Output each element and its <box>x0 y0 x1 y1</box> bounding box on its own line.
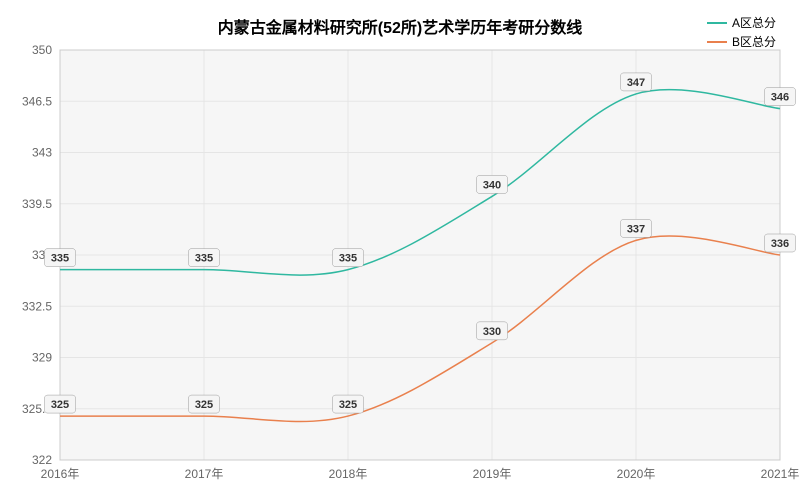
svg-text:325: 325 <box>339 399 357 411</box>
svg-text:322: 322 <box>32 453 52 467</box>
svg-text:335: 335 <box>195 253 213 265</box>
svg-text:2018年: 2018年 <box>329 467 368 481</box>
svg-text:336: 336 <box>771 238 789 250</box>
svg-text:335: 335 <box>339 253 357 265</box>
chart-container: 内蒙古金属材料研究所(52所)艺术学历年考研分数线 A区总分B区总分 32232… <box>0 0 800 500</box>
svg-text:325: 325 <box>195 399 213 411</box>
svg-text:2016年: 2016年 <box>41 467 80 481</box>
svg-text:350: 350 <box>32 43 52 57</box>
svg-text:339.5: 339.5 <box>22 197 52 211</box>
svg-text:330: 330 <box>483 326 501 338</box>
svg-text:347: 347 <box>627 77 645 89</box>
svg-text:332.5: 332.5 <box>22 299 52 313</box>
svg-text:340: 340 <box>483 179 501 191</box>
svg-text:2017年: 2017年 <box>185 467 224 481</box>
svg-text:329: 329 <box>32 351 52 365</box>
svg-text:325: 325 <box>51 399 69 411</box>
svg-text:2019年: 2019年 <box>473 467 512 481</box>
svg-text:337: 337 <box>627 223 645 235</box>
svg-text:2021年: 2021年 <box>761 467 800 481</box>
svg-text:346.5: 346.5 <box>22 94 52 108</box>
svg-text:346: 346 <box>771 91 789 103</box>
svg-text:343: 343 <box>32 146 52 160</box>
svg-text:2020年: 2020年 <box>617 467 656 481</box>
chart-svg: 322325.5329332.5336339.5343346.53502016年… <box>0 0 800 500</box>
svg-text:335: 335 <box>51 253 69 265</box>
